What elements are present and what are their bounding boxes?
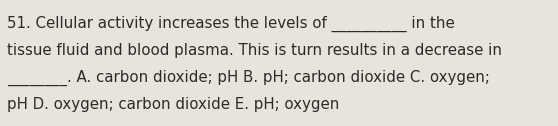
Text: ________. A. carbon dioxide; pH B. pH; carbon dioxide C. oxygen;: ________. A. carbon dioxide; pH B. pH; c… [7, 70, 490, 86]
Text: 51. Cellular activity increases the levels of __________ in the: 51. Cellular activity increases the leve… [7, 16, 455, 32]
Text: pH D. oxygen; carbon dioxide E. pH; oxygen: pH D. oxygen; carbon dioxide E. pH; oxyg… [7, 97, 339, 112]
Text: tissue fluid and blood plasma. This is turn results in a decrease in: tissue fluid and blood plasma. This is t… [7, 43, 502, 58]
